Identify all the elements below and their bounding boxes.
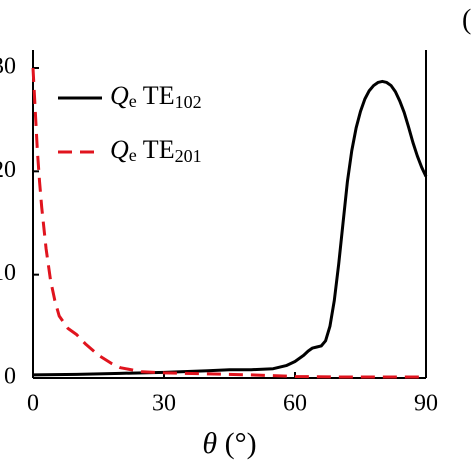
x-tick-label: 30 [152,391,176,417]
x-tick-label: 90 [414,391,438,417]
data-line [32,79,428,377]
legend-label: Qe TE102 [110,81,202,112]
x-axis-title: θ (°) [202,427,256,460]
y-tick-label: 20 [0,157,16,183]
y-tick-label: 0 [4,364,16,390]
x-tick-label: 0 [27,391,39,417]
y-tick-label: 10 [0,260,16,286]
panel-label: ( [462,4,471,35]
x-tick-label: 60 [283,391,307,417]
y-tick-label: 30 [0,54,16,80]
legend-label: Qe TE201 [110,135,202,166]
data-line [31,67,426,379]
